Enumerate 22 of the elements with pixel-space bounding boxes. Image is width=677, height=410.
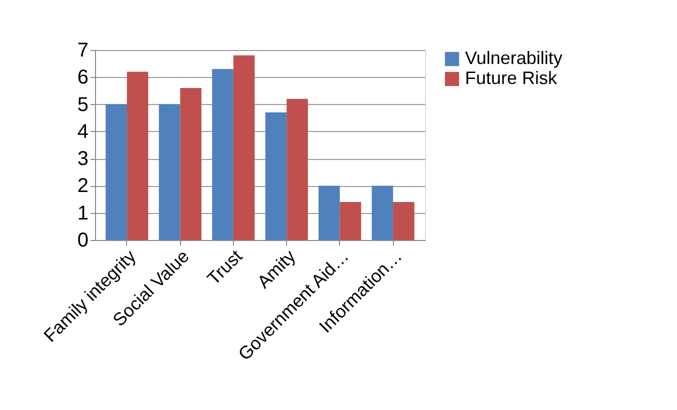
legend-label: Vulnerability — [465, 48, 562, 68]
y-tick-label: 5 — [77, 94, 88, 116]
y-tick-label: 1 — [77, 202, 88, 224]
bar — [180, 88, 202, 240]
bar — [106, 104, 127, 240]
y-tick-label: 2 — [77, 175, 88, 198]
bar — [212, 69, 234, 240]
bar — [286, 98, 308, 240]
bar — [372, 186, 394, 240]
bar — [158, 104, 180, 240]
y-tick-label: 6 — [77, 66, 88, 89]
y-tick-label: 7 — [77, 40, 88, 62]
legend-label: Future Risk — [465, 68, 558, 88]
bar — [340, 202, 362, 240]
bar — [393, 202, 414, 240]
y-tick-label: 4 — [77, 120, 88, 143]
y-tick-label: 0 — [77, 230, 88, 252]
bar — [318, 186, 340, 240]
bar — [233, 55, 255, 240]
y-tick-label: 3 — [77, 148, 88, 170]
bar — [126, 72, 148, 240]
bar — [265, 112, 287, 240]
